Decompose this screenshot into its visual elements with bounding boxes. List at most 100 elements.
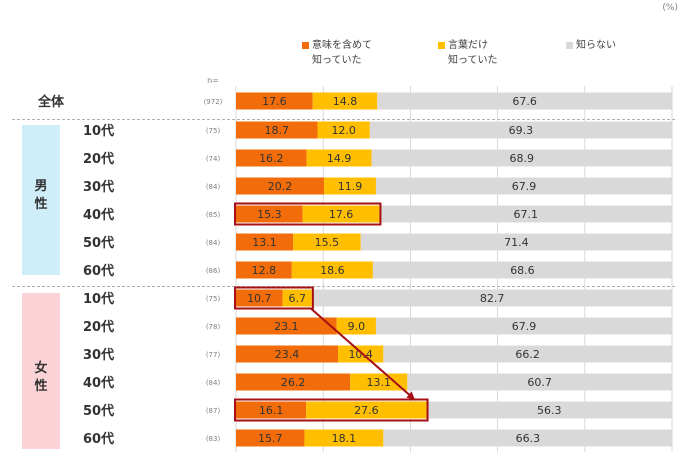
bar-segment <box>291 261 373 279</box>
bar-segment <box>338 345 384 363</box>
value-label: 15.5 <box>315 236 340 249</box>
row-n: (83) <box>206 435 221 443</box>
bar-segment <box>236 205 303 223</box>
value-label: 56.3 <box>537 404 562 417</box>
row-label: 10代 <box>83 123 114 139</box>
row-label: 50代 <box>83 403 114 419</box>
highlight-box <box>234 398 429 422</box>
value-label: 18.6 <box>320 264 345 277</box>
bar-segment <box>407 373 672 391</box>
bar-segment <box>317 121 370 139</box>
highlight-box <box>234 202 382 226</box>
bar-segment <box>336 317 376 335</box>
row-n: (84) <box>206 183 221 191</box>
bar-segment <box>236 261 292 279</box>
value-label: 15.3 <box>257 208 282 221</box>
bar-segment <box>236 149 307 167</box>
row-label: 全体 <box>37 94 65 110</box>
row-n: (75) <box>206 127 221 135</box>
bar-segment <box>350 373 408 391</box>
bar-segment <box>282 289 312 307</box>
value-label: 12.8 <box>252 264 277 277</box>
legend-label-meaning-2: 知っていた <box>312 53 362 66</box>
value-label: 66.3 <box>516 432 541 445</box>
row-n: (78) <box>206 323 221 331</box>
row-label: 50代 <box>83 235 114 251</box>
highlight-boxes <box>234 202 429 422</box>
legend-label-unknown: 知らない <box>576 38 616 51</box>
bar-segment <box>312 92 378 110</box>
row-n: (84) <box>206 379 221 387</box>
value-label: 68.6 <box>510 264 535 277</box>
row-label: 40代 <box>83 375 114 391</box>
legend: 意味を含めて 知っていた 言葉だけ 知っていた 知らない <box>302 38 616 66</box>
row-n: (77) <box>206 351 221 359</box>
bar-segment <box>236 92 313 110</box>
bar-segment <box>236 401 307 419</box>
arrow-line <box>310 307 416 400</box>
row-label: 10代 <box>83 291 114 307</box>
value-label: 67.1 <box>513 208 538 221</box>
row-label: 60代 <box>83 263 114 279</box>
bar-segment <box>236 317 337 335</box>
bar-segment <box>375 317 672 335</box>
value-label: 11.9 <box>338 180 363 193</box>
bar-segment <box>302 205 380 223</box>
bar-segment <box>377 92 672 110</box>
value-label: 66.2 <box>515 348 540 361</box>
row-label: 20代 <box>83 151 114 167</box>
female-group-label: 性 <box>34 378 47 394</box>
row-label: 30代 <box>83 347 114 363</box>
bar-segment <box>293 233 361 251</box>
n-header: n= <box>207 76 219 85</box>
unit-label: (%) <box>662 3 678 13</box>
value-label: 16.1 <box>259 404 284 417</box>
bar-segment <box>360 233 672 251</box>
bar-segment <box>236 121 318 139</box>
value-label: 16.2 <box>259 152 284 165</box>
bar-segment <box>426 401 672 419</box>
value-label: 67.9 <box>512 320 537 333</box>
bar-segment <box>383 429 673 447</box>
bar-segment <box>306 401 427 419</box>
highlight-box <box>234 286 314 310</box>
bar-segment <box>371 149 672 167</box>
trend-arrow <box>310 307 416 400</box>
row-n: (972) <box>204 98 223 106</box>
bar-segment <box>383 345 672 363</box>
bar-segment <box>236 373 351 391</box>
legend-swatch-unknown <box>566 42 573 49</box>
value-label: 17.6 <box>262 95 287 108</box>
bar-segment <box>236 233 294 251</box>
row-label: 20代 <box>83 319 114 335</box>
value-label: 23.4 <box>275 348 300 361</box>
value-label: 60.7 <box>527 376 552 389</box>
value-label: 68.9 <box>510 152 535 165</box>
value-label: 69.3 <box>509 124 534 137</box>
value-label: 12.0 <box>331 124 356 137</box>
group-backgrounds <box>12 119 676 449</box>
value-label: 20.2 <box>268 180 293 193</box>
male-group-panel <box>22 125 60 275</box>
value-label: 9.0 <box>348 320 366 333</box>
row-n: (87) <box>206 407 221 415</box>
value-label: 10.7 <box>247 292 272 305</box>
row-n: (84) <box>206 239 221 247</box>
row-n: (85) <box>206 211 221 219</box>
bar-segment <box>236 177 325 195</box>
value-label: 18.7 <box>265 124 290 137</box>
row-label: 30代 <box>83 179 114 195</box>
value-label: 27.6 <box>354 404 379 417</box>
bar-segment <box>236 345 339 363</box>
value-label: 67.6 <box>512 95 537 108</box>
bars <box>236 92 673 447</box>
value-label: 17.6 <box>329 208 354 221</box>
row-label: 40代 <box>83 207 114 223</box>
bar-segment <box>304 429 384 447</box>
value-label: 14.8 <box>333 95 358 108</box>
bar-segment <box>324 177 376 195</box>
value-label: 18.1 <box>332 432 357 445</box>
bar-segment <box>306 149 372 167</box>
bar-segment <box>311 289 673 307</box>
